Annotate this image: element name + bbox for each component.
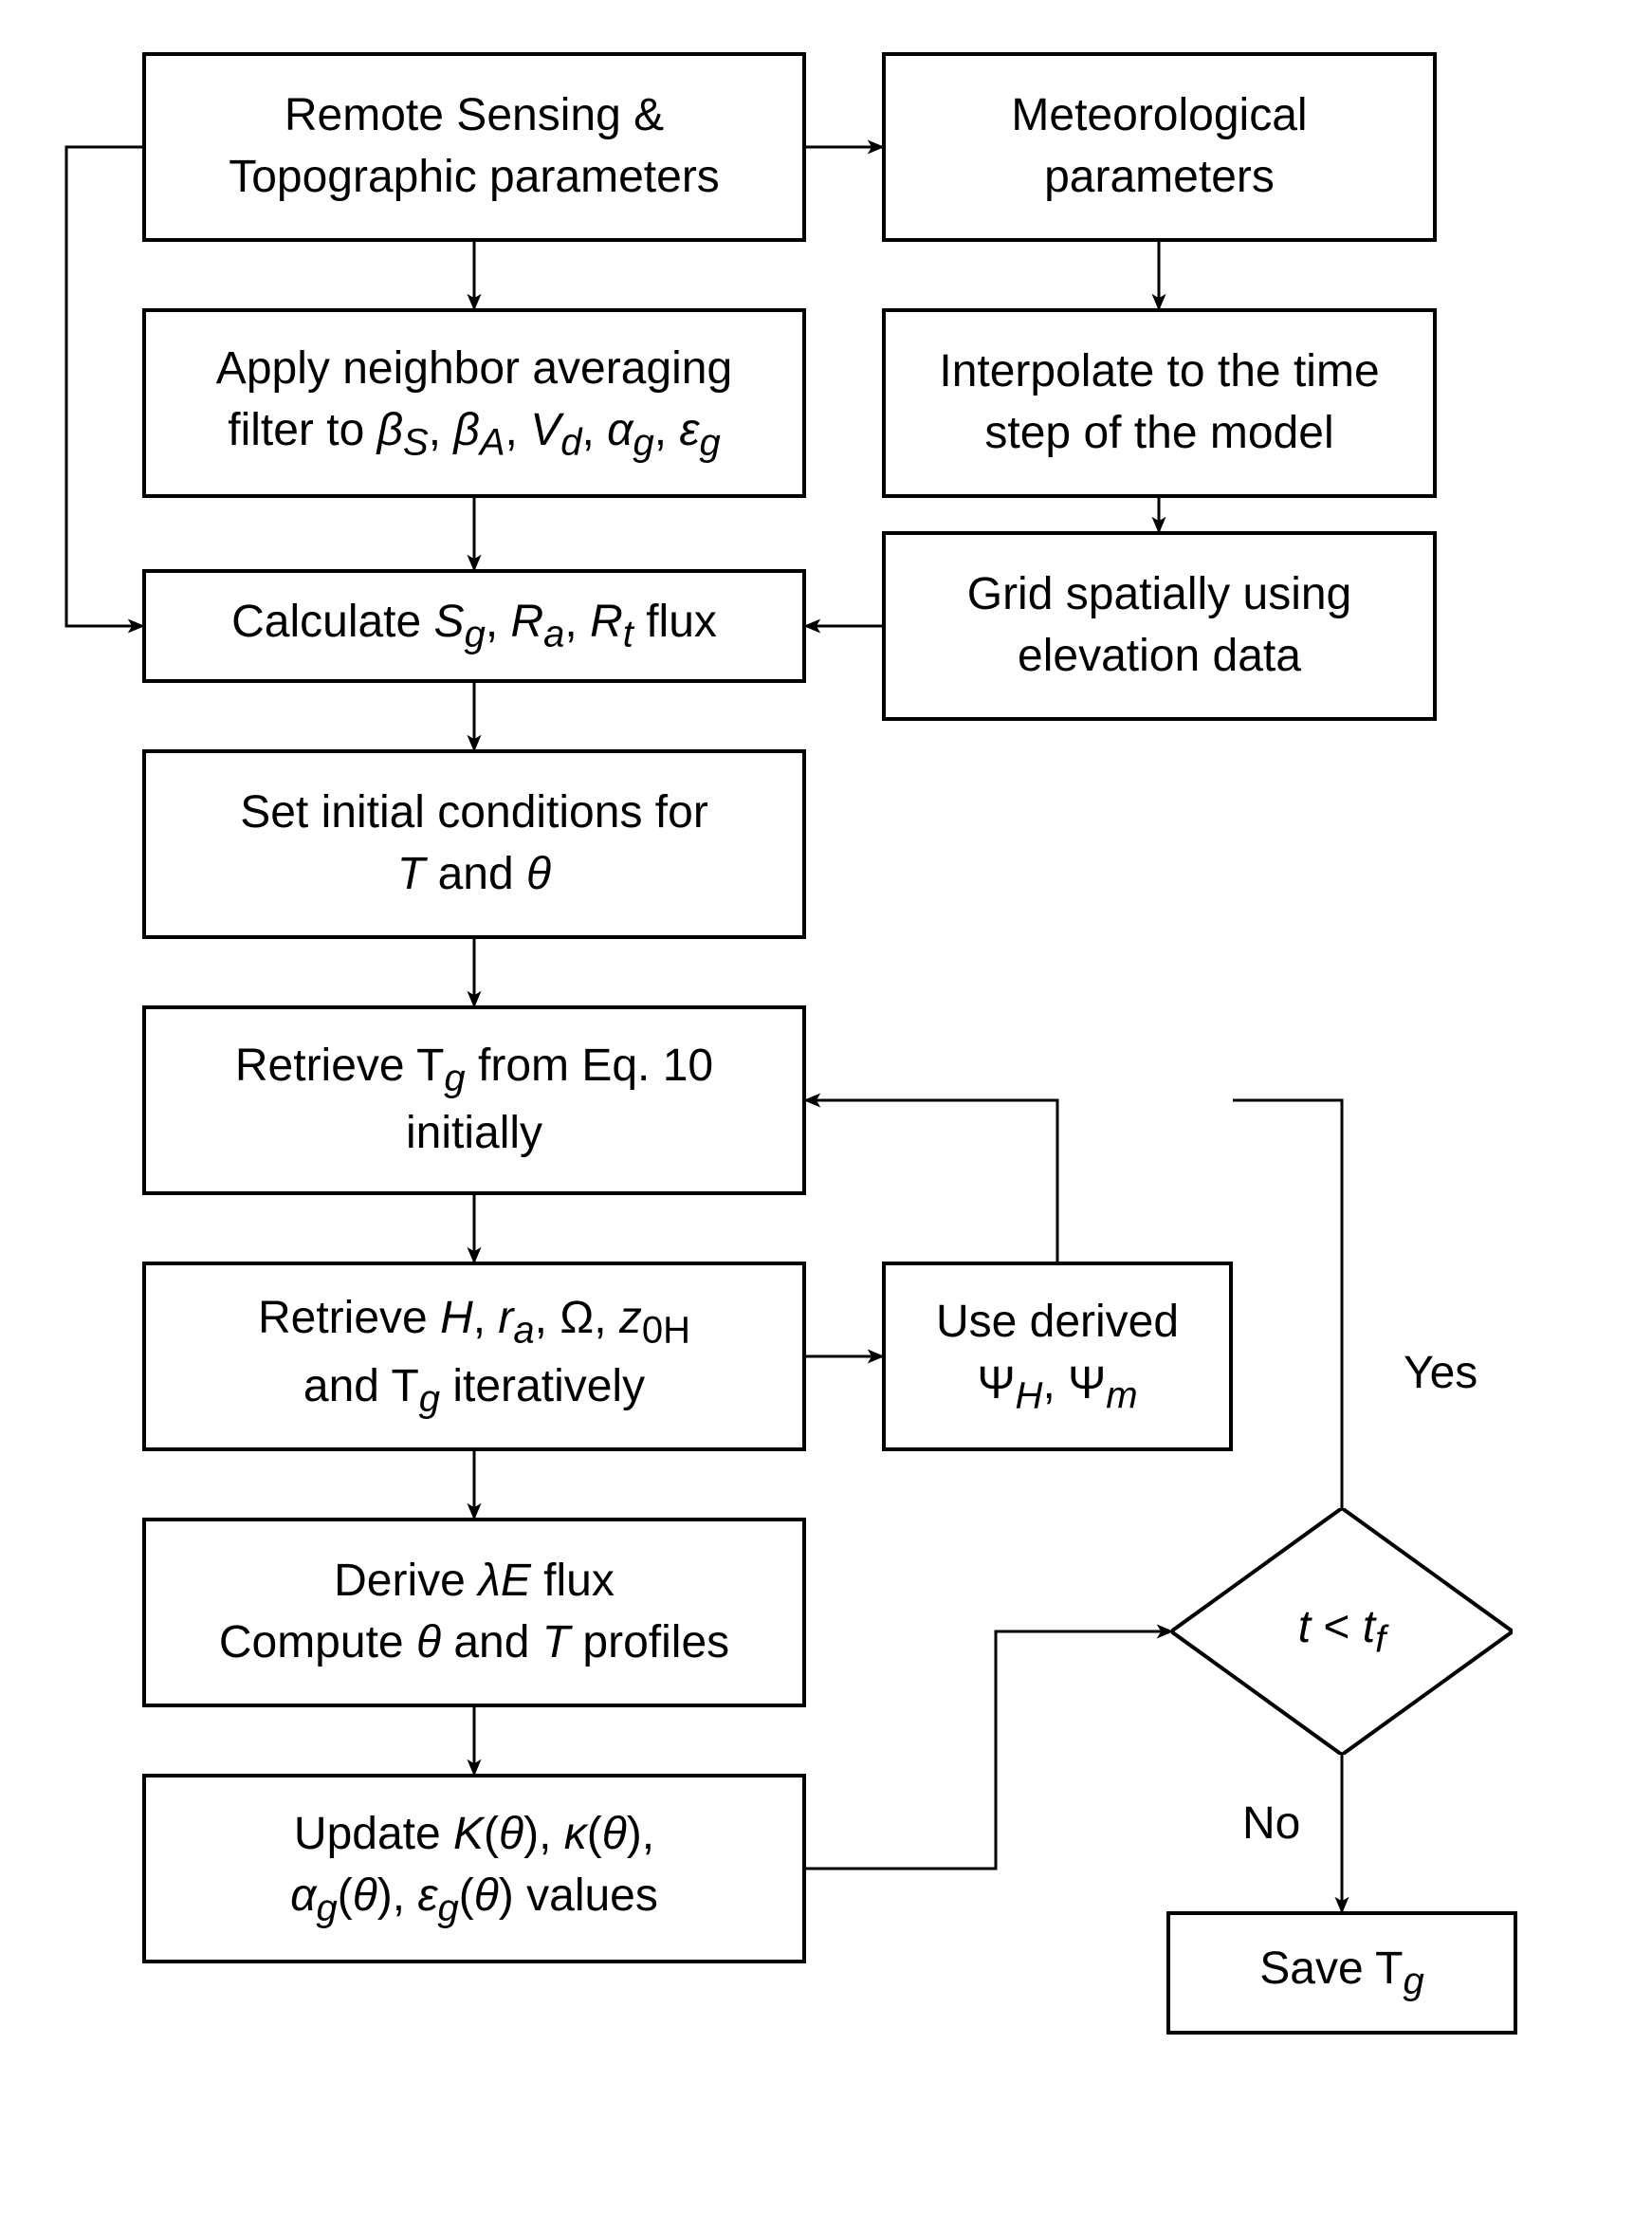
node-decision-label: t < tf [1298, 1601, 1386, 1662]
node-n9: Retrieve H, ra, Ω, z0Hand Tg iteratively [142, 1262, 806, 1451]
node-n4-label: Interpolate to the timestep of the model [905, 341, 1414, 465]
node-n5: Calculate Sg, Ra, Rt flux [142, 569, 806, 683]
node-n3: Apply neighbor averagingfilter to βS, βA… [142, 308, 806, 498]
node-n9-label: Retrieve H, ra, Ω, z0Hand Tg iteratively [165, 1288, 783, 1424]
node-n11: Derive λE fluxCompute θ and T profiles [142, 1518, 806, 1707]
node-n7-label: Set initial conditions forT and θ [165, 783, 783, 906]
node-n6-label: Grid spatially usingelevation data [905, 564, 1414, 688]
edge-e_n10_n8 [806, 1100, 1057, 1262]
node-n10: Use derivedΨH, Ψm [882, 1262, 1233, 1451]
node-n13-label: Save Tg [1189, 1939, 1495, 2007]
node-n13: Save Tg [1166, 1911, 1517, 2035]
edge-e_dec_yes [1233, 1100, 1342, 1508]
label-yes: Yes [1404, 1347, 1478, 1399]
label-no: No [1242, 1797, 1300, 1850]
node-n1-label: Remote Sensing &Topographic parameters [165, 85, 783, 209]
node-n6: Grid spatially usingelevation data [882, 531, 1437, 721]
node-n12-label: Update K(θ), κ(θ),αg(θ), εg(θ) values [165, 1804, 783, 1933]
node-n11-label: Derive λE fluxCompute θ and T profiles [165, 1551, 783, 1674]
node-n1: Remote Sensing &Topographic parameters [142, 52, 806, 242]
flowchart-canvas: Remote Sensing &Topographic parameters Me… [0, 0, 1652, 2229]
node-n2-label: Meteorologicalparameters [905, 85, 1414, 209]
node-n4: Interpolate to the timestep of the model [882, 308, 1437, 498]
node-n8-label: Retrieve Tg from Eq. 10initially [165, 1036, 783, 1165]
node-n2: Meteorologicalparameters [882, 52, 1437, 242]
node-decision: t < tf [1171, 1508, 1513, 1755]
edge-e_n1_left_n5 [66, 147, 142, 626]
node-n12: Update K(θ), κ(θ),αg(θ), εg(θ) values [142, 1774, 806, 1963]
node-n8: Retrieve Tg from Eq. 10initially [142, 1005, 806, 1195]
node-n10-label: Use derivedΨH, Ψm [905, 1292, 1210, 1421]
edge-e_n12_dec [806, 1631, 1171, 1869]
node-n5-label: Calculate Sg, Ra, Rt flux [165, 592, 783, 660]
node-n7: Set initial conditions forT and θ [142, 749, 806, 939]
node-n3-label: Apply neighbor averagingfilter to βS, βA… [165, 339, 783, 468]
